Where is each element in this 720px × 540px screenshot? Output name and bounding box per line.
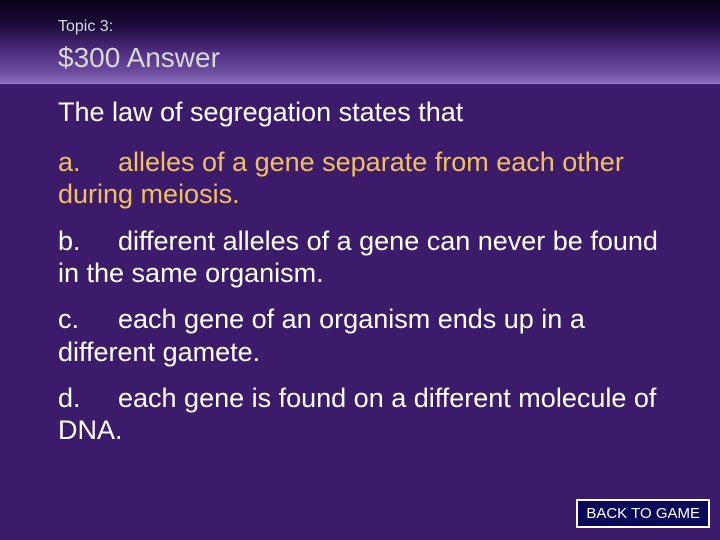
option-text: different alleles of a gene can never be… — [58, 226, 658, 288]
option-b: b.different alleles of a gene can never … — [58, 225, 680, 290]
option-c: c.each gene of an organism ends up in a … — [58, 303, 680, 368]
option-letter: d. — [58, 382, 118, 414]
header: Topic 3: $300 Answer — [0, 0, 720, 84]
slide: Topic 3: $300 Answer The law of segregat… — [0, 0, 720, 540]
question-content: The law of segregation states that a.all… — [58, 96, 680, 461]
option-a: a.alleles of a gene separate from each o… — [58, 146, 680, 211]
option-text: each gene of an organism ends up in a di… — [58, 304, 585, 366]
topic-label: Topic 3: — [58, 18, 720, 36]
option-letter: b. — [58, 225, 118, 257]
price-answer-label: $300 Answer — [58, 42, 720, 74]
question-stem: The law of segregation states that — [58, 96, 680, 130]
option-text: alleles of a gene separate from each oth… — [58, 147, 624, 209]
option-letter: a. — [58, 146, 118, 178]
option-letter: c. — [58, 303, 118, 335]
option-text: each gene is found on a different molecu… — [58, 383, 656, 445]
option-d: d.each gene is found on a different mole… — [58, 382, 680, 447]
back-to-game-button[interactable]: BACK TO GAME — [576, 499, 710, 528]
